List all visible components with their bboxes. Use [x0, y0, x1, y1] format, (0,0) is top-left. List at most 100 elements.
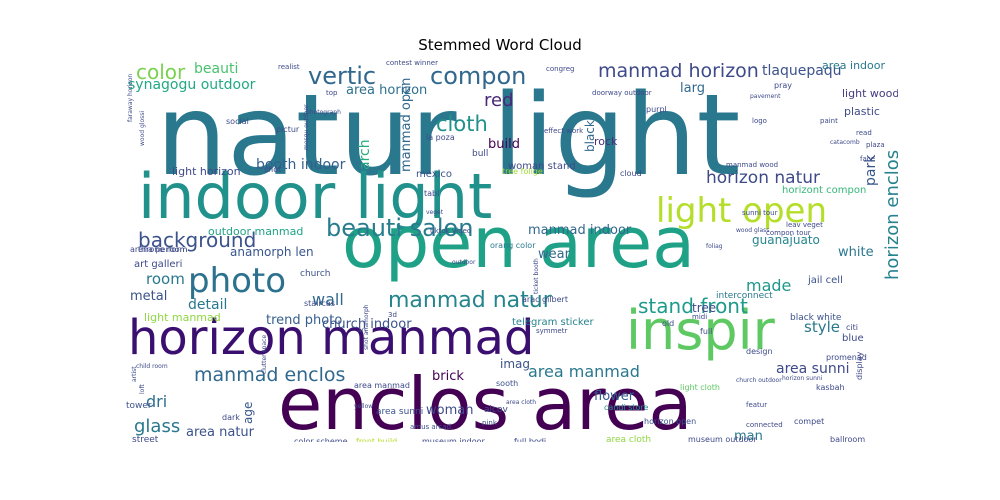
word-64: art galleri — [134, 259, 183, 270]
word-50: church indoor — [322, 317, 412, 332]
word-134: face — [860, 155, 875, 163]
word-20: color — [136, 60, 186, 84]
word-112: bull — [472, 149, 489, 159]
word-133: read — [856, 129, 872, 137]
word-1: natur light — [156, 71, 741, 201]
word-102: orang color — [490, 241, 536, 250]
word-39: area indoor — [822, 59, 886, 72]
word-77: sooth — [496, 379, 519, 388]
word-48: metal — [130, 289, 168, 304]
word-121: compon tour — [766, 229, 811, 237]
word-89: tower — [126, 401, 152, 411]
word-104: throne room — [138, 245, 188, 254]
word-100: full — [700, 327, 713, 336]
word-129: contest winner — [386, 59, 438, 67]
word-45: anamorph len — [230, 245, 314, 259]
word-105: tiktok video — [430, 227, 472, 235]
word-114: effect work — [544, 127, 584, 135]
word-53: area sunni — [776, 361, 850, 377]
word-126: shot — [264, 165, 282, 174]
word-67: jail cell — [808, 275, 843, 286]
word-68: plastic — [844, 105, 880, 118]
word-28: synagogu outdoor — [128, 77, 256, 93]
word-136: featur — [746, 401, 768, 409]
word-109: symmetr — [536, 327, 568, 335]
word-123: pray — [774, 81, 793, 90]
word-70: telegram sticker — [512, 317, 594, 328]
word-94: kasbah — [816, 383, 845, 392]
word-61: tree — [692, 301, 717, 315]
word-65: woman stand — [508, 161, 576, 172]
word-143: yellow — [354, 403, 374, 410]
word-27: style — [804, 318, 840, 336]
word-58: area natur — [186, 425, 255, 440]
word-116: amus arcad — [410, 423, 452, 431]
word-154: catacomb — [830, 139, 860, 146]
word-127: top — [326, 89, 338, 97]
word-36: larg — [680, 81, 705, 96]
word-95: promenad — [826, 353, 867, 362]
word-9: vertic — [308, 62, 377, 90]
word-26: made — [746, 276, 792, 295]
word-119: leav veget — [786, 221, 823, 229]
word-55: imag — [500, 357, 530, 371]
word-98: connected — [746, 421, 783, 429]
word-142: child room — [136, 363, 168, 370]
word-11: manmad horizon — [598, 60, 759, 82]
word-84: museum indoor — [422, 437, 485, 443]
word-80: candi store — [604, 403, 649, 412]
word-66: horizont compon — [782, 185, 867, 196]
word-103: arena perform — [130, 245, 188, 254]
word-79: staircas — [304, 299, 336, 308]
word-83: museum outdoor — [688, 435, 757, 443]
word-124: social — [226, 117, 249, 126]
word-71: interconnect — [716, 291, 773, 301]
word-18: horizon natur — [706, 168, 821, 188]
chart-title: Stemmed Word Cloud — [418, 36, 582, 54]
word-69: rock — [594, 135, 618, 148]
word-21: red — [484, 90, 514, 111]
word-93: compet — [794, 417, 825, 426]
word-120: sunni tour — [742, 209, 778, 217]
word-139: art — [358, 327, 367, 334]
word-35: build — [488, 137, 520, 152]
word-7: photo — [188, 261, 287, 301]
word-147: shot anamorph — [363, 304, 370, 350]
word-31: area horizon — [346, 83, 428, 98]
word-24: wall — [312, 290, 344, 309]
word-141: foliag — [706, 243, 723, 250]
word-156: wood glossi — [139, 110, 146, 146]
word-29: beauti — [194, 61, 239, 77]
word-25: area manmad — [528, 362, 640, 381]
word-73: blue — [842, 333, 864, 344]
word-59: man — [734, 429, 763, 442]
word-132: paint — [820, 117, 838, 125]
word-14: cloth — [436, 112, 488, 136]
word-72: black white — [790, 313, 842, 323]
word-47: detail — [188, 297, 228, 313]
word-10: compon — [430, 62, 527, 90]
word-97: display — [855, 351, 864, 380]
word-130: congreg — [546, 65, 575, 73]
word-153: plaza — [866, 141, 885, 149]
word-17: manmad enclos — [194, 364, 346, 386]
word-54: brick — [432, 369, 464, 384]
word-6: inspir — [626, 299, 775, 362]
word-150: horizon sunni — [782, 375, 823, 382]
word-75: church — [300, 269, 331, 279]
word-107: cloud — [620, 169, 642, 178]
word-90: dark — [222, 413, 240, 422]
word-113: tree folige — [502, 167, 543, 176]
word-74: area sunni — [376, 407, 424, 417]
word-138: manmad wood — [726, 161, 779, 169]
word-40: light wood — [842, 87, 898, 100]
word-22: glass — [134, 416, 181, 437]
word-86: front build — [356, 437, 398, 443]
word-91: area manmad — [354, 381, 410, 390]
word-81: horizon open — [644, 417, 697, 426]
word-148: clutter space — [261, 334, 268, 374]
word-96: citi — [846, 323, 858, 332]
word-33: manmad open — [399, 77, 414, 172]
word-82: area cloth — [606, 435, 652, 443]
word-101: midi — [692, 313, 708, 321]
